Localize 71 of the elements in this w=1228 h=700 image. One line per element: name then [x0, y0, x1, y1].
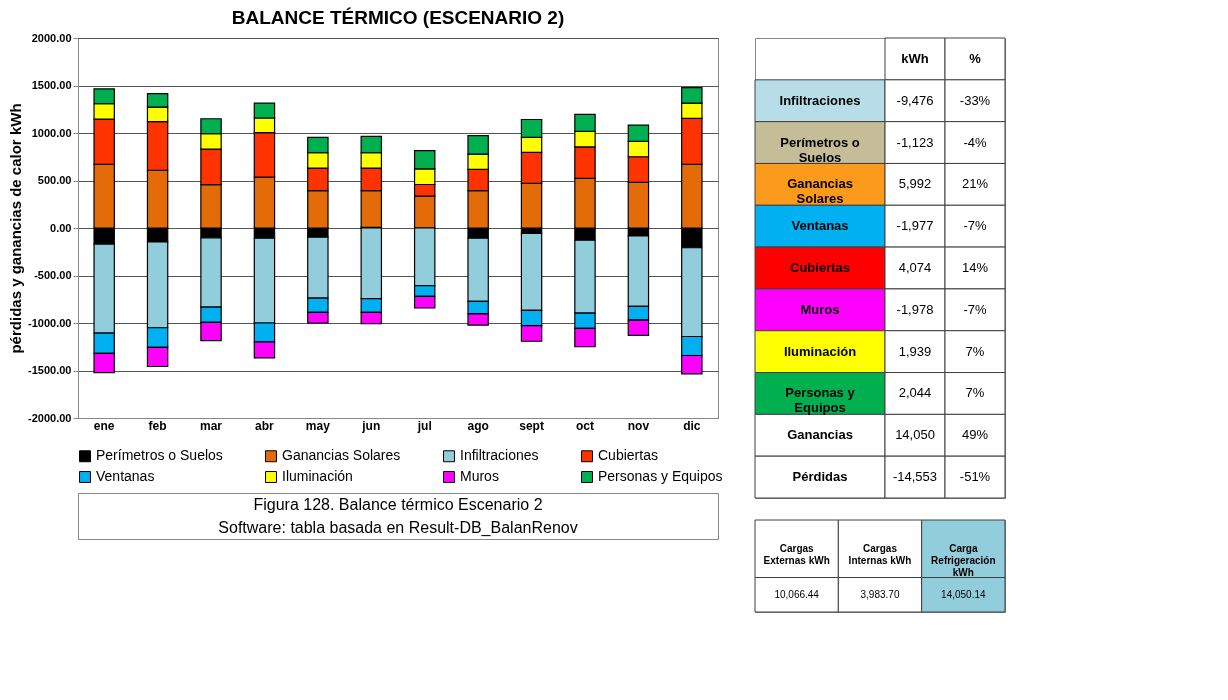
y-tick-label: -500.00 — [34, 269, 72, 281]
text: 14% — [961, 260, 989, 275]
category-label: Cubiertas — [790, 260, 850, 275]
category-label: Cargas Internas kWh — [848, 542, 912, 566]
x-tick-label: nov — [627, 418, 650, 433]
y-tick-label: 500.00 — [37, 174, 72, 186]
y-tick-label: -1500.00 — [28, 364, 72, 376]
text: 14,050.14 — [941, 588, 987, 600]
category-label: Perímetros o Suelos — [780, 134, 860, 165]
text: 2,044 — [898, 385, 932, 401]
category-label: Pérdidas — [792, 469, 848, 485]
x-tick-label: sept — [519, 418, 544, 433]
text: 5,992 — [898, 176, 932, 192]
x-tick-label: may — [305, 418, 331, 433]
text: Software: tabla basada en Result-DB_BalanRenov — [218, 518, 578, 537]
legend-label: Cubiertas — [598, 447, 658, 464]
text: -7% — [963, 218, 987, 234]
legend-label: Muros — [460, 468, 499, 484]
text: -14,553 — [892, 469, 938, 485]
category-label: Carga Refrigeración kWh — [931, 542, 996, 578]
x-tick-label: dic — [683, 418, 701, 433]
x-tick-label: mar — [200, 418, 223, 433]
text: kWh — [901, 50, 929, 66]
category-label: Muros — [800, 301, 840, 317]
legend-label: Infiltraciones — [460, 447, 539, 464]
text: % — [969, 50, 982, 66]
x-tick-label: feb — [148, 418, 167, 433]
x-tick-label: abr — [255, 418, 275, 433]
text: -7% — [963, 301, 987, 317]
legend-label: Personas y Equipos — [598, 468, 723, 484]
text: 49% — [961, 427, 989, 443]
y-axis-title: pérdidas y ganancias de calor kWh — [7, 103, 25, 354]
text: 21% — [961, 176, 989, 192]
legend-label: Ventanas — [96, 468, 155, 484]
text: -9,476 — [896, 92, 934, 108]
category-label: Ganancias Solares — [787, 176, 853, 207]
y-tick-label: -2000.00 — [28, 411, 72, 424]
text: 10,066.44 — [774, 588, 820, 600]
text: -33% — [959, 92, 991, 108]
text: -1,123 — [896, 134, 934, 150]
text: 3,983.70 — [860, 588, 900, 600]
x-tick-label: ago — [467, 418, 489, 433]
text: 7% — [965, 385, 985, 401]
x-tick-label: ene — [93, 418, 115, 433]
x-tick-label: jun — [361, 418, 381, 433]
category-label: Ventanas — [791, 218, 849, 234]
text: 1,939 — [898, 343, 932, 359]
legend-label: Ganancias Solares — [282, 447, 401, 464]
y-tick-label: 2000.00 — [31, 31, 72, 44]
text: Figura 128. Balance térmico Escenario 2 — [253, 495, 543, 513]
y-tick-label: -1000.00 — [28, 316, 72, 329]
text: -1,978 — [896, 301, 934, 317]
legend-label: Perímetros o Suelos — [96, 447, 223, 464]
y-tick-label: 0.00 — [50, 221, 72, 234]
chart-title: BALANCE TÉRMICO (ESCENARIO 2) — [231, 7, 565, 28]
category-label: Personas y Equipos — [785, 385, 856, 416]
text: 4,074 — [898, 260, 932, 275]
text: -51% — [959, 469, 991, 485]
category-label: Infiltraciones — [779, 92, 861, 108]
text: -1,977 — [896, 218, 934, 234]
text: 14,050 — [895, 427, 935, 443]
y-tick-label: 1500.00 — [31, 79, 72, 91]
y-tick-label: 1000.00 — [31, 126, 72, 139]
x-tick-label: jul — [416, 418, 432, 433]
category-label: Cargas Externas kWh — [763, 542, 830, 566]
text: 7% — [965, 343, 985, 359]
x-tick-label: oct — [575, 418, 594, 433]
category-label: Ganancias — [787, 427, 853, 443]
category-label: Iluminación — [783, 343, 857, 359]
legend-label: Iluminación — [282, 468, 353, 484]
text: -4% — [963, 134, 987, 150]
